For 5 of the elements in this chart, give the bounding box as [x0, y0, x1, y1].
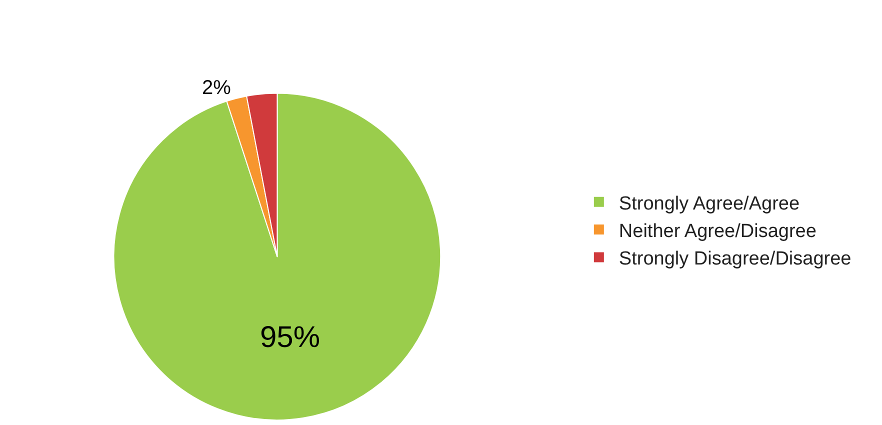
legend-label: Strongly Disagree/Disagree: [618, 248, 852, 270]
data-label: 95%: [260, 320, 320, 354]
legend-label: Strongly Agree/Agree: [618, 193, 800, 214]
data-label: 2%: [202, 77, 232, 100]
legend-label: Neither Agree/Disagree: [618, 220, 816, 242]
